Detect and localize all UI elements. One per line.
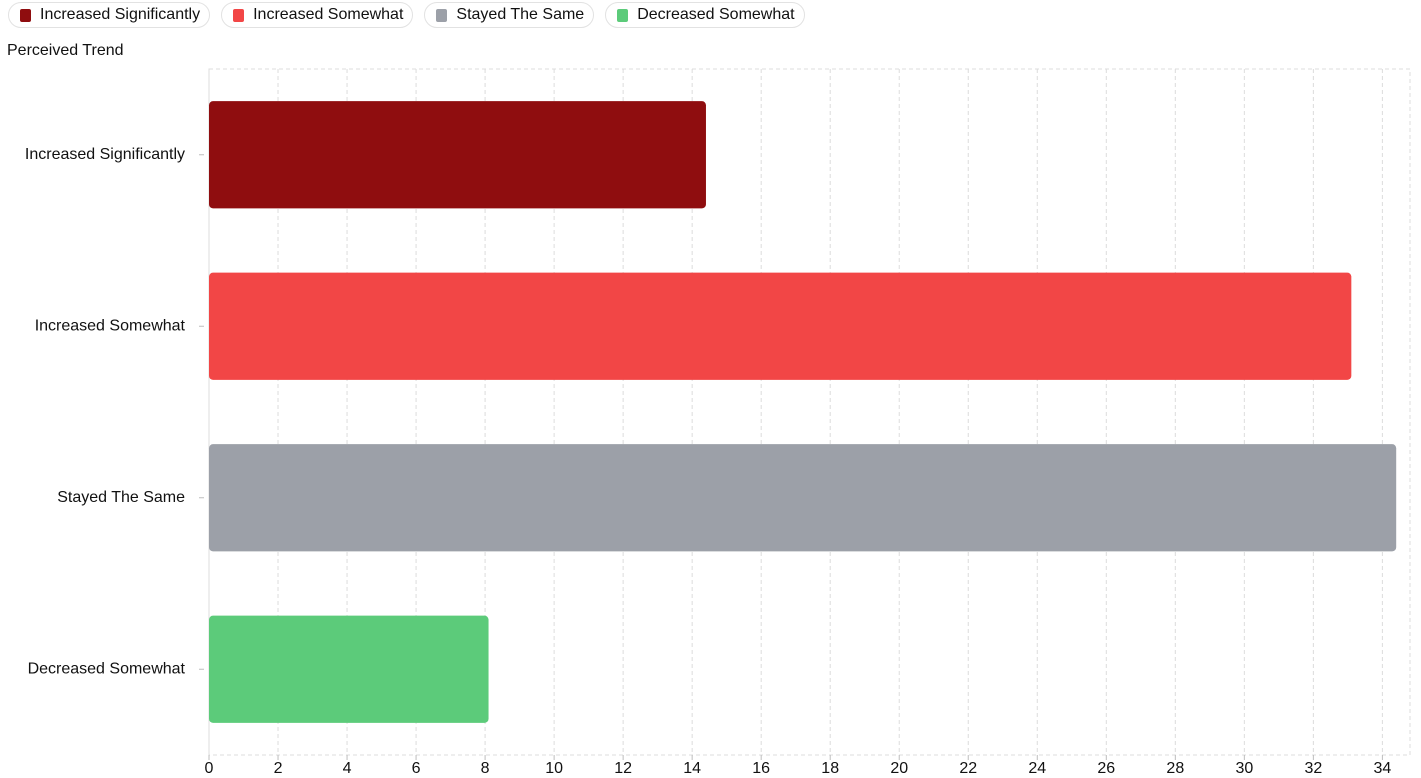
- legend-item-stayed-the-same[interactable]: Stayed The Same: [424, 2, 595, 28]
- legend-swatch-increased-somewhat: [233, 8, 245, 22]
- legend-swatch-decreased-somewhat: [617, 8, 629, 22]
- bar-increased-somewhat: [209, 272, 1352, 380]
- legend-item-increased-significantly[interactable]: Increased Significantly: [8, 2, 211, 28]
- x-tick-label-10: 10: [545, 760, 563, 777]
- y-axis-title: Perceived Trend: [7, 42, 124, 59]
- x-tick-label-6: 6: [412, 760, 421, 777]
- y-tick-label-increased-significantly: Increased Significantly: [25, 146, 185, 163]
- x-tick-label-14: 14: [683, 760, 701, 777]
- legend-item-increased-somewhat[interactable]: Increased Somewhat: [221, 2, 414, 28]
- x-tick-label-24: 24: [1028, 760, 1046, 777]
- y-tick-label-increased-somewhat: Increased Somewhat: [35, 317, 186, 334]
- x-tick-label-22: 22: [959, 760, 977, 777]
- x-tick-label-34: 34: [1373, 760, 1391, 777]
- x-tick-label-28: 28: [1166, 760, 1184, 777]
- legend-label-increased-significantly: Increased Significantly: [40, 6, 201, 23]
- x-tick-label-12: 12: [614, 760, 632, 777]
- bar-stayed-the-same: [209, 444, 1397, 552]
- legend-swatch-increased-significantly: [20, 8, 31, 22]
- x-tick-label-20: 20: [890, 760, 908, 777]
- legend-item-decreased-somewhat[interactable]: Decreased Somewhat: [605, 2, 805, 28]
- x-tick-label-0: 0: [205, 760, 214, 777]
- x-tick-label-30: 30: [1235, 760, 1253, 777]
- legend-swatch-stayed-the-same: [436, 8, 448, 22]
- x-tick-label-26: 26: [1097, 760, 1115, 777]
- legend-label-increased-somewhat: Increased Somewhat: [253, 6, 404, 23]
- x-tick-label-8: 8: [481, 760, 490, 777]
- x-tick-label-18: 18: [821, 760, 839, 777]
- y-tick-label-decreased-somewhat: Decreased Somewhat: [28, 660, 186, 677]
- legend-label-decreased-somewhat: Decreased Somewhat: [637, 6, 795, 23]
- chart-legend: Increased Significantly Increased Somewh…: [8, 2, 805, 28]
- y-tick-label-stayed-the-same: Stayed The Same: [57, 489, 185, 506]
- bar-decreased-somewhat: [209, 615, 489, 723]
- legend-label-stayed-the-same: Stayed The Same: [456, 6, 585, 23]
- x-tick-label-4: 4: [343, 760, 352, 777]
- x-tick-label-32: 32: [1304, 760, 1322, 777]
- x-tick-label-2: 2: [274, 760, 283, 777]
- x-tick-label-16: 16: [752, 760, 770, 777]
- bar-increased-significantly: [209, 101, 706, 209]
